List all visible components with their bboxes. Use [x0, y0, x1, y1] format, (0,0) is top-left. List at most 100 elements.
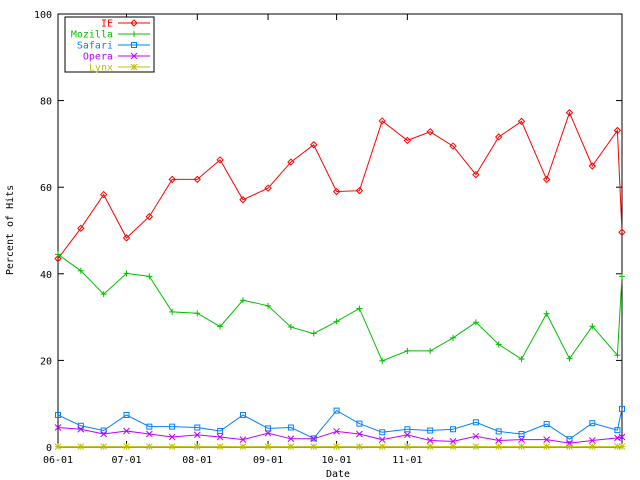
data-point-lynx — [588, 443, 596, 450]
legend-label-opera: Opera — [83, 52, 113, 63]
data-point-safari — [265, 425, 272, 432]
data-point-lynx — [310, 443, 318, 450]
data-point-lynx — [472, 443, 480, 450]
data-point-opera — [543, 436, 551, 443]
data-point-lynx — [495, 443, 503, 450]
data-point-opera — [378, 436, 386, 443]
data-point-ie — [618, 228, 626, 236]
data-point-opera — [618, 433, 626, 441]
data-point-mozilla — [495, 341, 502, 348]
data-point-safari — [77, 422, 84, 429]
data-point-ie — [145, 212, 154, 221]
data-point-ie — [264, 184, 272, 192]
series-layer — [54, 109, 626, 450]
data-point-mozilla — [217, 323, 224, 330]
data-point-safari — [614, 427, 621, 434]
legend-marker-safari — [131, 42, 137, 48]
data-point-ie — [99, 190, 108, 199]
data-point-safari — [194, 424, 201, 431]
data-point-mozilla — [356, 305, 363, 312]
data-point-opera — [123, 427, 130, 435]
legend-label-ie: IE — [101, 19, 113, 30]
data-point-safari — [146, 423, 153, 430]
data-point-mozilla — [123, 270, 130, 277]
data-point-opera — [426, 437, 434, 444]
data-point-ie — [449, 142, 457, 150]
data-point-lynx — [426, 443, 434, 450]
data-point-mozilla — [146, 273, 153, 280]
data-point-lynx — [378, 443, 386, 450]
data-point-mozilla — [169, 308, 176, 315]
data-point-opera — [168, 433, 176, 441]
x-tick-label: 07-01 — [111, 455, 141, 466]
data-point-mozilla — [472, 319, 479, 326]
data-point-lynx — [193, 443, 201, 450]
data-point-safari — [619, 405, 625, 412]
y-tick-label: 20 — [40, 356, 52, 367]
data-point-ie — [494, 133, 503, 141]
data-point-mozilla — [427, 347, 434, 354]
x-tick-label: 06-01 — [43, 455, 73, 466]
x-tick-label: 09-01 — [253, 455, 283, 466]
data-point-ie — [355, 186, 364, 195]
series-line-opera — [57, 427, 623, 444]
y-tick-label: 80 — [40, 97, 52, 108]
y-axis-ticks: 0 20 40 60 80 100 — [34, 10, 622, 454]
data-point-lynx — [100, 443, 108, 450]
data-point-safari — [427, 427, 434, 434]
data-point-ie — [403, 136, 412, 145]
series-line-mozilla — [57, 253, 623, 362]
data-point-lynx — [54, 443, 62, 450]
x-tick-label: 11-01 — [392, 455, 422, 466]
data-point-ie — [472, 170, 480, 179]
data-point-opera — [472, 432, 480, 440]
y-axis-title: Percent of Hits — [5, 185, 16, 275]
data-point-lynx — [518, 443, 525, 450]
data-point-ie — [426, 128, 434, 136]
legend-marker-mozilla — [131, 31, 137, 37]
data-point-mozilla — [100, 291, 107, 298]
data-point-opera — [54, 424, 62, 431]
legend-label-mozilla: Mozilla — [71, 30, 113, 41]
data-point-safari — [239, 411, 246, 418]
data-point-ie — [588, 162, 597, 170]
data-point-mozilla — [404, 347, 411, 354]
data-point-mozilla — [543, 310, 550, 317]
y-tick-label: 100 — [34, 10, 52, 21]
data-point-mozilla — [265, 302, 272, 309]
data-point-mozilla — [379, 357, 386, 364]
data-point-mozilla — [55, 251, 61, 258]
data-point-lynx — [356, 443, 363, 450]
data-point-opera — [449, 438, 457, 445]
data-point-opera — [404, 431, 411, 439]
series-lynx — [54, 443, 626, 450]
data-point-lynx — [618, 443, 626, 450]
data-point-ie — [168, 175, 176, 184]
data-point-safari — [100, 427, 107, 434]
data-point-opera — [77, 425, 85, 433]
data-point-ie — [378, 117, 386, 125]
data-point-lynx — [168, 443, 176, 450]
data-point-lynx — [123, 443, 130, 450]
data-point-lynx — [449, 443, 457, 450]
series-line-ie — [57, 111, 623, 259]
x-axis-ticks: 06-01 07-01 08-01 09-01 10-01 11-01 — [43, 14, 422, 466]
data-point-mozilla — [333, 318, 340, 325]
legend-label-safari: Safari — [77, 41, 113, 52]
series-mozilla — [55, 251, 625, 364]
data-point-safari — [333, 407, 340, 414]
data-point-opera — [356, 430, 363, 438]
data-point-opera — [100, 430, 108, 438]
data-point-lynx — [543, 443, 551, 450]
data-point-ie — [613, 126, 622, 135]
data-point-safari — [404, 426, 411, 433]
data-point-opera — [193, 431, 201, 439]
data-point-ie — [287, 158, 295, 166]
data-point-mozilla — [619, 273, 625, 280]
data-point-ie — [239, 196, 247, 204]
data-point-mozilla — [310, 330, 317, 337]
data-point-lynx — [333, 443, 340, 450]
data-point-ie — [332, 187, 341, 196]
